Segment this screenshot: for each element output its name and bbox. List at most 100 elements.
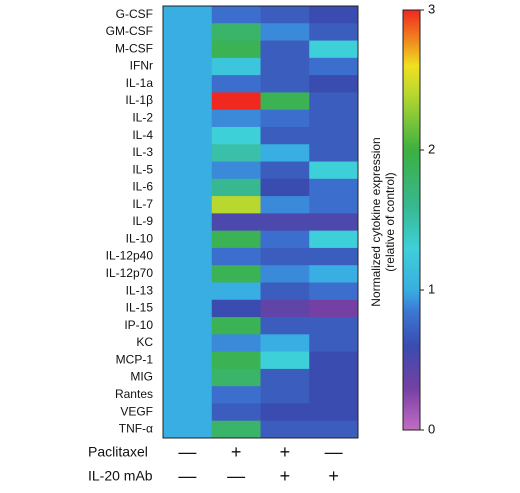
heat-cell	[163, 368, 213, 387]
heat-cell	[211, 265, 261, 283]
colorbar-tick-label: 2	[428, 141, 435, 156]
heat-cell	[309, 368, 359, 387]
heat-cell	[260, 92, 310, 111]
heat-cell	[260, 299, 310, 318]
heat-cell	[211, 161, 261, 180]
heat-cell	[211, 230, 261, 249]
heat-cell	[211, 75, 261, 93]
row-label: VEGF	[120, 404, 153, 418]
heat-cell	[260, 178, 310, 197]
row-label: IL-7	[132, 197, 153, 211]
row-label: IP-10	[124, 318, 153, 332]
row-label: IL-15	[126, 301, 154, 315]
treatment-mark: +	[231, 442, 242, 462]
heat-cell	[309, 161, 359, 180]
heat-cell	[260, 334, 310, 353]
colorbar-label: (relative of control)	[383, 172, 397, 271]
colorbar	[402, 9, 421, 431]
heat-cell	[309, 213, 359, 232]
heat-cell	[163, 196, 213, 214]
heat-cell	[260, 75, 310, 93]
heat-cell	[309, 126, 359, 145]
heat-cell	[260, 23, 310, 42]
heat-cell	[163, 230, 213, 249]
heat-cell	[163, 109, 213, 128]
heat-cell	[211, 247, 261, 266]
row-label: TNF-α	[119, 422, 153, 436]
heat-cell	[211, 351, 261, 370]
heat-cell	[260, 40, 310, 59]
heat-cell	[309, 6, 359, 24]
heat-cell	[309, 282, 359, 301]
heat-cell	[163, 40, 213, 59]
treatment-mark: —	[178, 442, 196, 462]
heat-cell	[260, 265, 310, 283]
row-label: IL-1β	[125, 93, 153, 107]
heat-cell	[260, 213, 310, 232]
heat-cell	[309, 144, 359, 163]
heat-cell	[260, 230, 310, 249]
treatment-mark: +	[328, 466, 339, 486]
heatmap-border	[162, 5, 359, 439]
heat-cell	[211, 57, 261, 76]
heat-cell	[163, 420, 213, 439]
heat-cell	[309, 334, 359, 353]
heat-cell	[211, 420, 261, 439]
heat-cell	[260, 126, 310, 145]
row-label: G-CSF	[116, 7, 153, 21]
heat-cell	[211, 109, 261, 128]
heat-cell	[211, 213, 261, 232]
heat-cell	[309, 196, 359, 214]
heat-cell	[260, 368, 310, 387]
colorbar-tick-label: 0	[428, 421, 435, 436]
row-label: IL-3	[132, 145, 153, 159]
heat-cell	[309, 299, 359, 318]
colorbar-tick-label: 3	[428, 1, 435, 16]
row-label: IFNr	[130, 59, 153, 73]
heat-cell	[309, 40, 359, 59]
heat-cell	[309, 403, 359, 422]
heat-cell	[163, 351, 213, 370]
heat-cell	[309, 178, 359, 197]
heat-cell	[211, 92, 261, 111]
heat-cell	[260, 57, 310, 76]
treatment-mark: —	[325, 442, 343, 462]
row-label: IL-12p40	[106, 249, 154, 263]
treatment-mark: —	[227, 466, 245, 486]
heat-cell	[163, 92, 213, 111]
heat-cell	[309, 386, 359, 404]
row-label: IL-6	[132, 180, 153, 194]
heat-cell	[163, 265, 213, 283]
heat-cell	[309, 23, 359, 42]
heat-cell	[163, 213, 213, 232]
row-label: IL-9	[132, 214, 153, 228]
row-label: IL-13	[126, 283, 154, 297]
heat-cell	[309, 265, 359, 283]
row-label: GM-CSF	[106, 24, 153, 38]
heat-cell	[163, 247, 213, 266]
row-label: IL-2	[132, 110, 153, 124]
heat-cell	[309, 317, 359, 335]
heat-cell	[163, 75, 213, 93]
heat-cell	[163, 57, 213, 76]
heat-cell	[309, 57, 359, 76]
row-label: MCP-1	[116, 352, 154, 366]
heat-cell	[163, 178, 213, 197]
heat-cell	[163, 6, 213, 24]
heat-cell	[211, 386, 261, 404]
heat-cell	[163, 317, 213, 335]
row-label: M-CSF	[115, 41, 153, 55]
colorbar-label: Normalized cytokine expression	[369, 137, 383, 306]
colorbar-tick-label: 1	[428, 281, 435, 296]
treatment-mark: +	[280, 442, 291, 462]
treatment-label: Paclitaxel	[88, 444, 148, 460]
heat-cell	[309, 92, 359, 111]
heat-cell	[309, 230, 359, 249]
heat-cell	[211, 6, 261, 24]
heat-cell	[309, 75, 359, 93]
heat-cell	[211, 144, 261, 163]
heat-cell	[163, 386, 213, 404]
row-label: Rantes	[115, 387, 153, 401]
heat-cell	[211, 40, 261, 59]
heat-cell	[260, 247, 310, 266]
